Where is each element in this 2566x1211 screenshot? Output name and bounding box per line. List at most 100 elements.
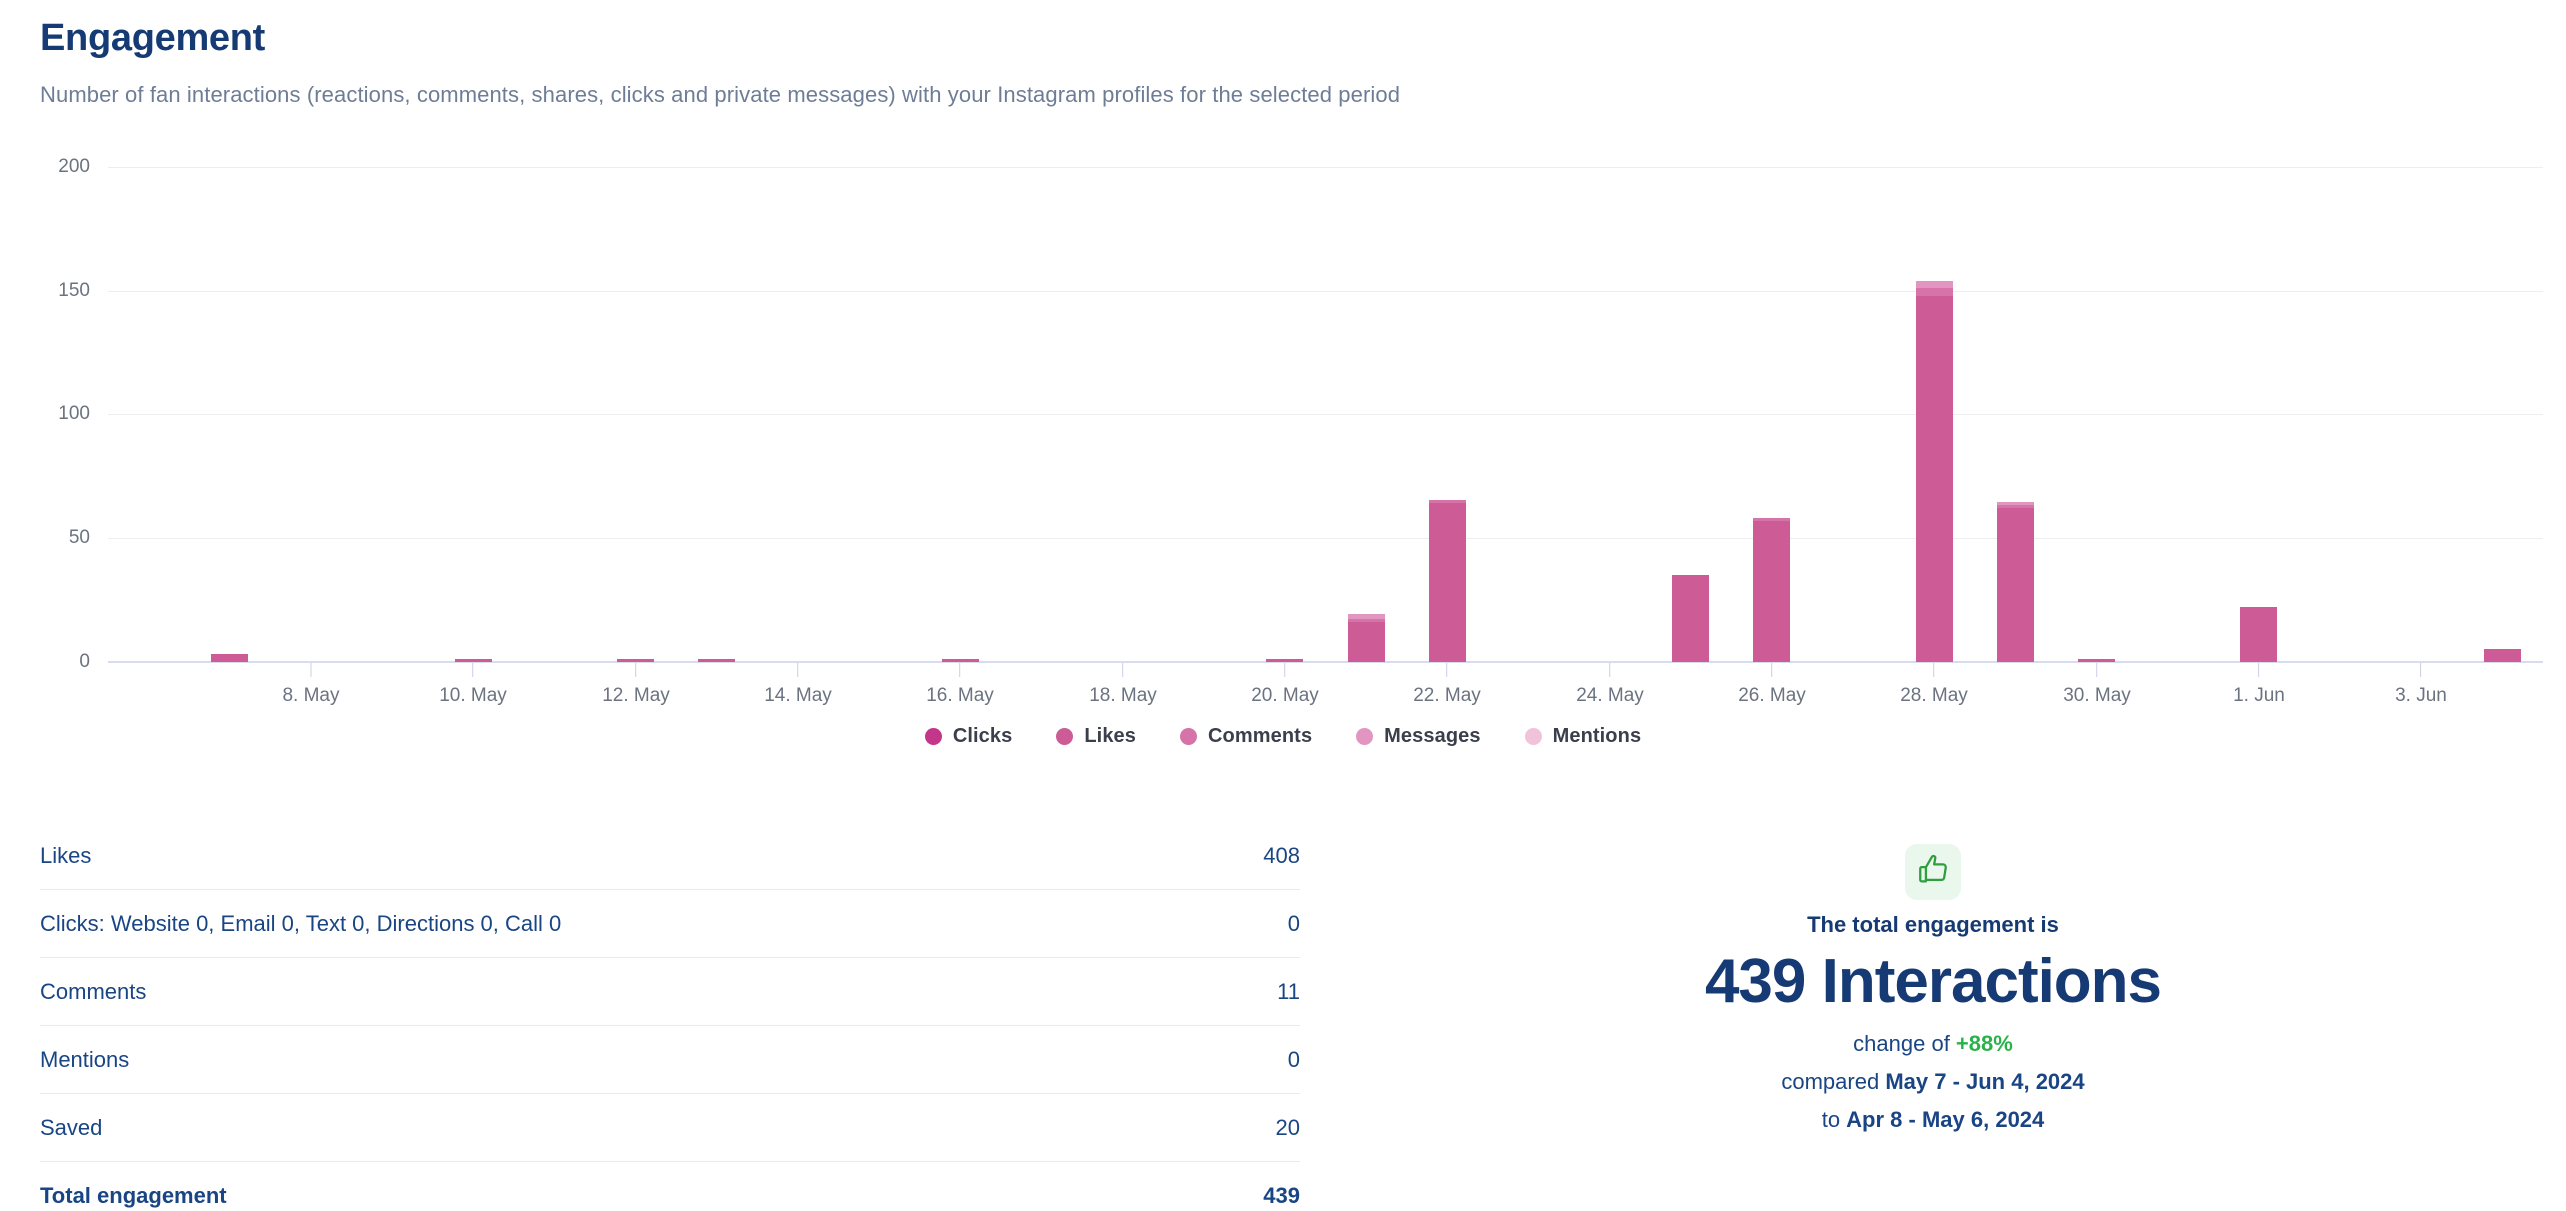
bar-column[interactable] xyxy=(1429,500,1466,662)
metric-label: Total engagement xyxy=(40,1161,1218,1211)
legend-item-likes[interactable]: Likes xyxy=(1056,725,1136,748)
bar-column[interactable] xyxy=(1997,502,2034,662)
compared-prefix-label: compared xyxy=(1781,1069,1886,1095)
legend-item-comments[interactable]: Comments xyxy=(1180,725,1312,748)
bar-column[interactable] xyxy=(2078,658,2115,662)
legend-item-clicks[interactable]: Clicks xyxy=(924,724,1013,748)
tick-mark xyxy=(797,662,799,677)
legend-dot-icon xyxy=(924,727,942,745)
bar-segment-comments xyxy=(1916,288,1953,296)
tick-mark xyxy=(1284,662,1286,677)
legend-item-mentions[interactable]: Mentions xyxy=(1524,725,1642,748)
bar-segment-comments xyxy=(1753,517,1790,521)
y-axis-tick-label: 150 xyxy=(58,279,90,301)
bar-segment-likes xyxy=(698,658,735,662)
tick-mark xyxy=(1609,662,1611,677)
x-axis-tick-label: 16. May xyxy=(926,662,994,707)
x-axis-tick-label: 24. May xyxy=(1576,662,1644,707)
summary-total-value: 439 Interactions xyxy=(1704,947,2162,1016)
bar-segment-likes xyxy=(2240,607,2277,662)
table-row: Total engagement 439 xyxy=(40,1161,1300,1211)
metrics-table-wrapper: Likes 408 Clicks: Website 0, Email 0, Text… xyxy=(0,822,1300,1211)
metric-value: 408 xyxy=(1217,822,1300,890)
bar-segment-likes xyxy=(1266,658,1303,662)
bar-column[interactable] xyxy=(1753,517,1790,662)
engagement-chart: 0 50 100 150 200 8. May 10. May 12. May 14. May… xyxy=(0,130,2566,770)
bar-column[interactable] xyxy=(942,658,979,662)
table-row: Likes 408 xyxy=(40,822,1300,890)
metric-value: 0 xyxy=(1217,889,1300,958)
bar-column[interactable] xyxy=(455,658,492,662)
y-axis-ticks: 0 50 100 150 200 xyxy=(0,130,108,770)
y-axis-tick-label: 0 xyxy=(79,650,90,672)
gridline xyxy=(108,538,2543,540)
summary-change: change of +88% xyxy=(1300,1031,2566,1057)
x-axis-tick-label: 18. May xyxy=(1089,662,1157,707)
bar-segment-comments xyxy=(1429,500,1466,504)
table-row: Mentions 0 xyxy=(40,1025,1300,1094)
bar-segment-comments xyxy=(1997,505,2034,509)
gridline xyxy=(108,166,2543,168)
y-axis-tick-label: 50 xyxy=(68,527,90,549)
tick-mark xyxy=(635,662,637,677)
tick-mark xyxy=(472,662,474,677)
x-axis-tick-label: 12. May xyxy=(602,662,670,707)
x-axis-tick-label: 14. May xyxy=(764,662,832,707)
bar-column[interactable] xyxy=(1672,575,1709,662)
bar-segment-likes xyxy=(2078,658,2115,662)
bar-segment-messages xyxy=(1348,614,1385,620)
bar-column[interactable] xyxy=(1266,658,1303,662)
change-percent-value: +88% xyxy=(1955,1031,2013,1057)
legend-dot-icon xyxy=(1524,727,1542,745)
x-axis-tick-label: 28. May xyxy=(1900,662,1968,707)
bar-segment-messages xyxy=(1916,280,1953,289)
metric-label: Clicks: Website 0, Email 0, Text 0, Dire… xyxy=(40,889,1218,958)
bar-column[interactable] xyxy=(211,654,248,662)
bar-segment-likes xyxy=(455,658,492,662)
bar-column[interactable] xyxy=(2240,607,2277,662)
bar-column[interactable] xyxy=(2484,649,2521,662)
to-prefix-label: to xyxy=(1821,1107,1847,1133)
legend-label: Clicks xyxy=(952,724,1013,747)
to-range-value: Apr 8 - May 6, 2024 xyxy=(1846,1107,2045,1133)
bar-column[interactable] xyxy=(1348,614,1385,662)
bar-segment-comments xyxy=(1348,619,1385,623)
y-axis-tick-label: 200 xyxy=(58,155,90,177)
tick-mark xyxy=(1446,662,1448,677)
change-prefix-label: change of xyxy=(1853,1031,1956,1057)
legend-dot-icon xyxy=(1356,727,1374,745)
bar-segment-likes xyxy=(211,654,248,662)
metrics-table: Likes 408 Clicks: Website 0, Email 0, Text… xyxy=(40,822,1300,1211)
legend-dot-icon xyxy=(1056,727,1074,745)
legend-dot-icon xyxy=(1180,727,1198,745)
chart-plot-area xyxy=(108,166,2543,663)
thumbs-up-icon xyxy=(1916,853,1950,892)
metric-value: 20 xyxy=(1217,1093,1300,1162)
tick-mark xyxy=(1122,662,1124,677)
legend-item-messages[interactable]: Messages xyxy=(1356,725,1480,748)
tick-mark xyxy=(2096,662,2098,677)
tick-mark xyxy=(2258,662,2260,677)
summary-compared-range: compared May 7 - Jun 4, 2024 xyxy=(1300,1069,2566,1095)
bar-column[interactable] xyxy=(617,658,654,662)
bar-segment-likes xyxy=(1429,503,1466,662)
chart-legend: Clicks Likes Comments Messages Mentions xyxy=(0,725,2566,748)
legend-label: Comments xyxy=(1208,724,1313,747)
report-header: Engagement Number of fan interactions (r… xyxy=(0,0,2566,108)
x-axis-tick-label: 10. May xyxy=(439,662,507,707)
tick-mark xyxy=(959,662,961,677)
x-axis-tick-label: 3. Jun xyxy=(2395,662,2447,707)
gridline xyxy=(108,290,2543,292)
metric-label: Comments xyxy=(40,957,1218,1026)
bar-column[interactable] xyxy=(698,658,735,662)
metric-value: 439 xyxy=(1217,1161,1300,1211)
summary-section: Likes 408 Clicks: Website 0, Email 0, Text… xyxy=(0,822,2566,1211)
tick-mark xyxy=(2420,662,2422,677)
x-axis-tick-label: 30. May xyxy=(2063,662,2131,707)
legend-label: Messages xyxy=(1384,724,1481,747)
gridline xyxy=(108,414,2543,416)
chart-bars xyxy=(108,167,2543,662)
bar-column[interactable] xyxy=(1916,280,1953,662)
x-axis-tick-label: 20. May xyxy=(1251,662,1319,707)
